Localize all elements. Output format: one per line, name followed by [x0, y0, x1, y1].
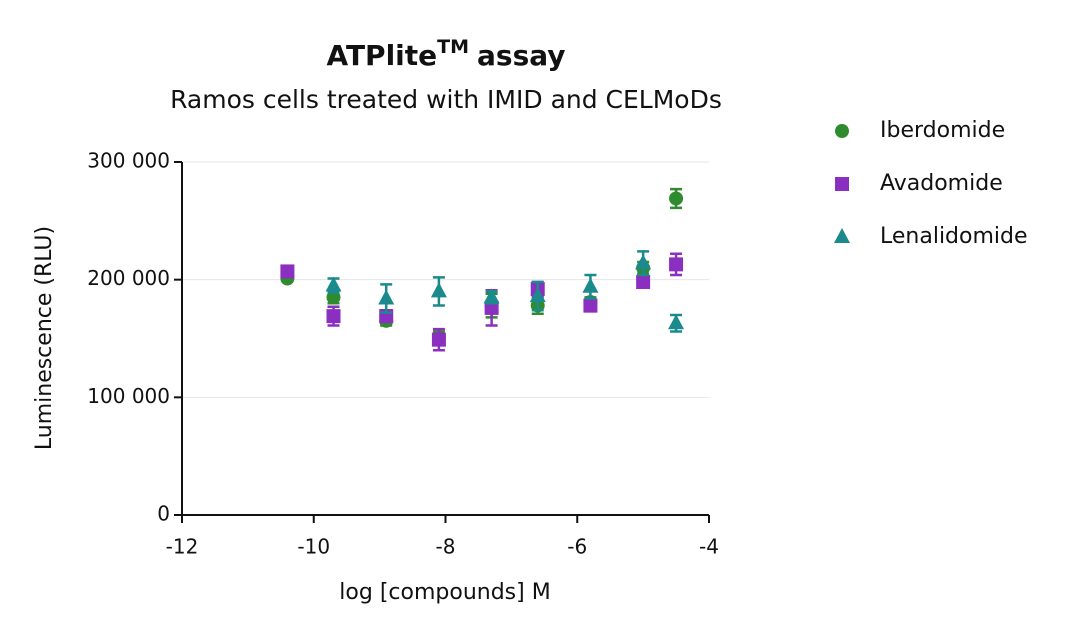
data-point [378, 289, 395, 305]
data-point [582, 277, 599, 293]
x-tick-label: -6 [567, 535, 587, 559]
y-tick-label: 100 000 [87, 384, 170, 408]
data-point [483, 288, 500, 304]
data-point [280, 264, 295, 279]
data-point [668, 314, 685, 330]
data-point [529, 287, 546, 303]
data-point [430, 282, 447, 298]
y-tick-label: 200 000 [87, 266, 170, 290]
legend-marker [835, 124, 849, 138]
data-point [669, 191, 684, 206]
data-point [669, 257, 684, 272]
data-point [325, 276, 342, 292]
chart-subtitle: Ramos cells treated with IMID and CELMoD… [170, 85, 722, 114]
chart-title: ATPliteTM assay [326, 36, 565, 73]
legend-marker [834, 228, 850, 243]
x-tick-label: -4 [699, 535, 719, 559]
data-point [636, 275, 651, 290]
x-tick-label: -12 [166, 535, 199, 559]
data-point [431, 332, 446, 347]
legend-label: Lenalidomide [880, 224, 1028, 249]
legend-marker [835, 177, 849, 191]
legend-label: Avadomide [880, 171, 1003, 196]
data-point [326, 309, 341, 324]
data-point [583, 298, 598, 313]
x-axis-label: log [compounds] M [339, 580, 550, 605]
x-tick-label: -8 [436, 535, 456, 559]
title-superscript: TM [437, 36, 469, 58]
title-suffix: assay [477, 39, 566, 72]
legend-label: Iberdomide [880, 118, 1005, 143]
y-tick-label: 0 [157, 502, 170, 526]
y-axis-label: Luminescence (RLU) [32, 226, 57, 450]
title-main: ATPlite [326, 39, 437, 72]
x-tick-label: -10 [297, 535, 330, 559]
y-tick-label: 300 000 [87, 149, 170, 173]
data-point [635, 254, 652, 270]
